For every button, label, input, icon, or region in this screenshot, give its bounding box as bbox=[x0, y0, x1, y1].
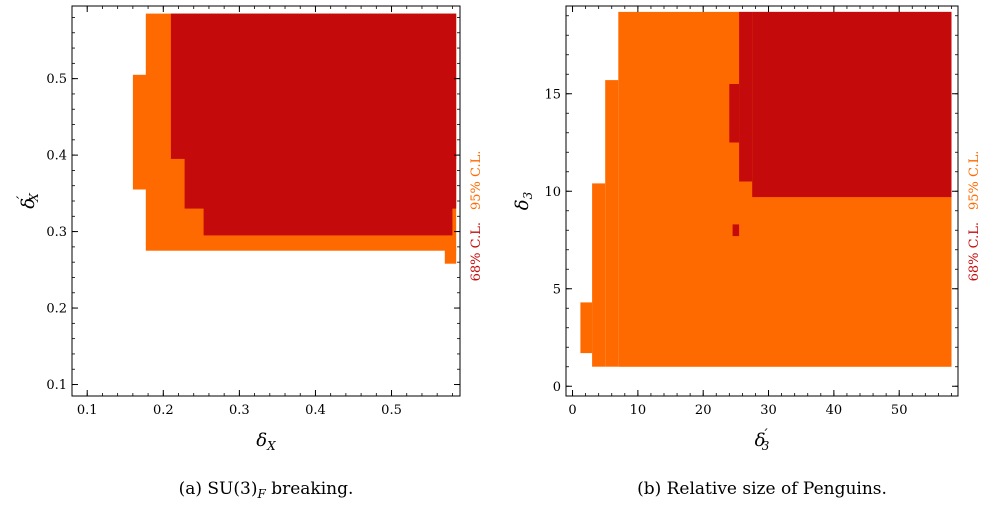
x-tick-label: 50 bbox=[891, 403, 908, 418]
panel-a-legend-68: 68% C.L. bbox=[469, 222, 484, 281]
y-tick-label: 0.2 bbox=[46, 302, 67, 317]
panel-a-x-axis-label: δX bbox=[256, 430, 276, 453]
x-tick-label: 20 bbox=[695, 403, 712, 418]
panel-b: 0 10 20 30 40 50 0 5 10 15 δ′ 3 δ3 68% C.L. 95% C.L… bbox=[512, 5, 982, 499]
panel-b-legend-95: 95% C.L. bbox=[967, 151, 982, 210]
panel-b-ticks: 0 10 20 30 40 50 0 5 10 15 bbox=[544, 6, 958, 418]
y-tick-label: 10 bbox=[544, 185, 561, 200]
y-tick-label: 0.1 bbox=[46, 378, 67, 393]
region-95-cl bbox=[444, 248, 457, 264]
region-68-cl bbox=[732, 224, 740, 237]
y-tick-label: 5 bbox=[553, 282, 561, 297]
region-95-cl bbox=[580, 302, 593, 354]
x-tick-label: 0.3 bbox=[229, 403, 250, 418]
x-tick-label: 0 bbox=[568, 403, 576, 418]
region-68-cl bbox=[739, 11, 753, 182]
x-tick-label: 40 bbox=[826, 403, 843, 418]
y-tick-label: 0 bbox=[553, 380, 561, 395]
x-tick-label: 0.5 bbox=[381, 403, 402, 418]
y-tick-label: 0.5 bbox=[46, 72, 67, 87]
panel-b-y-axis-label: δ3 bbox=[512, 191, 535, 210]
panel-b-x-axis-label: δ′ 3 bbox=[755, 427, 770, 453]
panel-a-legend-95: 95% C.L. bbox=[469, 151, 484, 210]
panel-a: 0.1 0.2 0.3 0.4 0.5 0.1 0.2 0.3 0.4 0.5 δX δ′X 68… bbox=[15, 5, 484, 501]
panel-b-caption: (b) Relative size of Penguins. bbox=[637, 479, 887, 499]
panel-a-y-axis-label: δ′X bbox=[15, 193, 41, 209]
panel-a-regions bbox=[132, 13, 457, 264]
panel-a-caption: (a) SU(3)F breaking. bbox=[179, 479, 354, 501]
region-68-cl bbox=[170, 13, 457, 159]
y-tick-label: 0.3 bbox=[46, 225, 67, 240]
panel-b-frame bbox=[565, 5, 959, 397]
x-tick-label: 10 bbox=[630, 403, 647, 418]
panel-a-legend: 68% C.L. 95% C.L. bbox=[469, 151, 484, 282]
panel-b-legend: 68% C.L. 95% C.L. bbox=[967, 151, 982, 282]
x-tick-label: 0.2 bbox=[153, 403, 174, 418]
y-tick-label: 0.4 bbox=[46, 149, 67, 164]
panel-b-regions bbox=[580, 11, 952, 367]
region-95-cl bbox=[592, 183, 606, 367]
region-68-cl bbox=[729, 84, 740, 143]
x-tick-label: 0.1 bbox=[77, 403, 98, 418]
panel-a-ticks: 0.1 0.2 0.3 0.4 0.5 0.1 0.2 0.3 0.4 0.5 bbox=[46, 6, 460, 418]
region-95-cl bbox=[132, 74, 149, 190]
region-68-cl bbox=[203, 204, 453, 236]
x-tick-label: 30 bbox=[760, 403, 777, 418]
region-68-cl bbox=[752, 11, 952, 198]
x-tick-label: 0.4 bbox=[305, 403, 326, 418]
y-tick-label: 15 bbox=[544, 87, 561, 102]
region-95-cl bbox=[605, 80, 619, 367]
panel-b-legend-68: 68% C.L. bbox=[967, 222, 982, 281]
region-68-cl bbox=[184, 155, 457, 209]
